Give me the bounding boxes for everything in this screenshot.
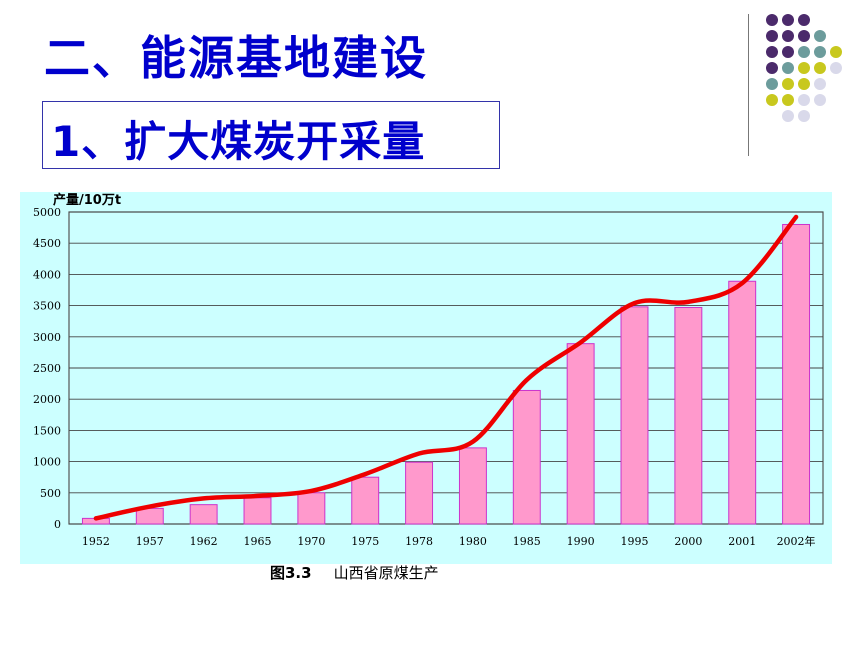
x-tick-label: 2002年 bbox=[777, 534, 816, 548]
y-tick-label: 2500 bbox=[33, 362, 61, 375]
decorative-dot bbox=[782, 110, 794, 122]
decorative-dot bbox=[766, 94, 778, 106]
decorative-dot bbox=[782, 78, 794, 90]
decorative-dot bbox=[814, 62, 826, 74]
bar-1975 bbox=[351, 476, 380, 525]
decorative-dot bbox=[798, 62, 810, 74]
decorative-dot bbox=[798, 110, 810, 122]
bar-1957 bbox=[135, 507, 164, 525]
decorative-dot bbox=[814, 46, 826, 58]
y-tick-label: 2000 bbox=[33, 393, 61, 406]
caption-text: 山西省原煤生产 bbox=[333, 564, 439, 582]
bar-1962 bbox=[189, 504, 218, 525]
x-tick-label: 1980 bbox=[459, 535, 487, 548]
chart-container: 产量/10万t 0 500 1000 1500 2000 2500 3000 3500 4000 4… bbox=[20, 192, 832, 564]
bar-1985 bbox=[512, 389, 541, 525]
bar-1970 bbox=[297, 492, 326, 525]
y-tick-label: 4500 bbox=[33, 237, 61, 250]
slide-subtitle: 1、扩大煤炭开采量 bbox=[51, 117, 426, 166]
decorative-dot bbox=[782, 46, 794, 58]
x-tick-label: 2000 bbox=[674, 535, 702, 548]
bar-2002年 bbox=[782, 223, 811, 525]
y-tick-label: 5000 bbox=[33, 206, 61, 219]
bar-1990 bbox=[566, 343, 595, 525]
figure-caption: 图3.3 山西省原煤生产 bbox=[270, 562, 439, 583]
bar-1995 bbox=[620, 306, 649, 525]
x-tick-label: 1978 bbox=[405, 535, 433, 548]
decorative-dot bbox=[782, 94, 794, 106]
x-tick-label: 1970 bbox=[297, 535, 325, 548]
x-tick-label: 1985 bbox=[513, 535, 541, 548]
decorative-dot bbox=[782, 62, 794, 74]
x-tick-label: 1990 bbox=[567, 535, 595, 548]
decorative-divider bbox=[748, 14, 749, 156]
decorative-dot bbox=[830, 46, 842, 58]
decorative-dot bbox=[830, 62, 842, 74]
y-tick-label: 1000 bbox=[33, 456, 61, 469]
decorative-dot bbox=[814, 30, 826, 42]
y-tick-label: 4000 bbox=[33, 268, 61, 281]
decorative-dot bbox=[766, 30, 778, 42]
coal-production-chart: 产量/10万t 0 500 1000 1500 2000 2500 3000 3500 4000 4… bbox=[20, 192, 832, 564]
decorative-dot bbox=[814, 78, 826, 90]
decorative-dot bbox=[798, 94, 810, 106]
decorative-dot bbox=[782, 14, 794, 26]
y-tick-label: 3500 bbox=[33, 300, 61, 313]
slide-title: 二、能源基地建设 bbox=[44, 31, 428, 85]
bar-2000 bbox=[674, 306, 703, 525]
decorative-dot-grid bbox=[766, 14, 842, 122]
x-tick-label: 1952 bbox=[82, 535, 110, 548]
x-tick-label: 1975 bbox=[351, 535, 379, 548]
subtitle-box: 1、扩大煤炭开采量 bbox=[42, 101, 500, 169]
bar-1980 bbox=[458, 447, 487, 525]
y-axis-label: 产量/10万t bbox=[53, 192, 121, 208]
y-tick-label: 500 bbox=[40, 487, 61, 500]
decorative-dot bbox=[782, 30, 794, 42]
decorative-dot bbox=[798, 78, 810, 90]
y-tick-label: 1500 bbox=[33, 424, 61, 437]
bar-1965 bbox=[243, 497, 272, 525]
bar-2001 bbox=[728, 280, 757, 525]
decorative-dot bbox=[814, 94, 826, 106]
x-tick-label: 1962 bbox=[190, 535, 218, 548]
caption-figure-number: 图3.3 bbox=[270, 564, 312, 582]
decorative-dot bbox=[798, 46, 810, 58]
decorative-dot bbox=[766, 62, 778, 74]
bar-1978 bbox=[405, 461, 434, 525]
trend-line bbox=[93, 214, 799, 521]
x-tick-label: 1995 bbox=[621, 535, 649, 548]
x-tick-label: 2001 bbox=[728, 535, 756, 548]
decorative-dot bbox=[766, 78, 778, 90]
y-tick-label: 3000 bbox=[33, 331, 61, 344]
y-tick-label: 0 bbox=[54, 518, 61, 531]
decorative-dot bbox=[766, 46, 778, 58]
x-tick-label: 1965 bbox=[244, 535, 272, 548]
decorative-dot bbox=[798, 14, 810, 26]
decorative-dot bbox=[766, 14, 778, 26]
decorative-dot bbox=[798, 30, 810, 42]
x-tick-label: 1957 bbox=[136, 535, 164, 548]
